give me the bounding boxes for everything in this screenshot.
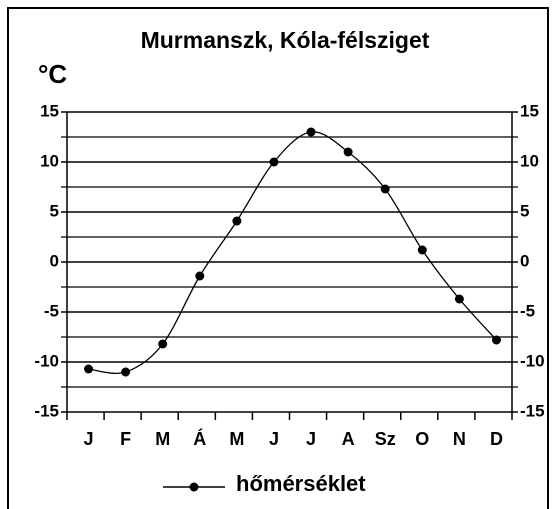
marker [417, 245, 427, 255]
legend-marker [189, 482, 199, 492]
x-tick-label: A [342, 429, 355, 449]
y2-tick-label: 0 [520, 251, 529, 270]
y2-tick-label: 15 [520, 101, 539, 120]
x-tick-label: J [84, 429, 94, 449]
y-tick-label: -10 [34, 351, 59, 370]
y-axis-label: °C [38, 59, 67, 89]
marker [158, 339, 168, 349]
legend-label: hőmérséklet [236, 471, 366, 496]
x-tick-label: F [120, 429, 131, 449]
marker [491, 335, 501, 345]
marker [232, 216, 242, 226]
frame [7, 7, 549, 509]
marker [306, 127, 316, 137]
y-tick-label: 10 [40, 151, 59, 170]
marker [269, 157, 279, 167]
y-tick-label: 15 [40, 101, 59, 120]
x-tick-label: D [490, 429, 503, 449]
y-tick-label: -15 [34, 401, 59, 420]
y2-tick-label: -15 [520, 401, 545, 420]
marker [343, 147, 353, 157]
x-tick-label: N [453, 429, 466, 449]
x-tick-label: Sz [375, 429, 396, 449]
marker [380, 184, 390, 194]
y2-tick-label: -5 [520, 301, 535, 320]
y-tick-label: 0 [50, 251, 59, 270]
marker [121, 367, 131, 377]
marker [195, 271, 205, 281]
marker [84, 364, 94, 374]
y-tick-label: -5 [44, 301, 59, 320]
x-tick-label: Á [193, 428, 206, 449]
marker [454, 294, 464, 304]
y2-tick-label: -10 [520, 351, 545, 370]
x-tick-label: J [269, 429, 279, 449]
y-tick-label: 5 [50, 201, 59, 220]
x-tick-label: J [306, 429, 316, 449]
x-tick-label: M [155, 429, 170, 449]
y2-tick-label: 5 [520, 201, 529, 220]
x-tick-label: O [415, 429, 429, 449]
x-tick-label: M [229, 429, 244, 449]
y2-tick-label: 10 [520, 151, 539, 170]
chart-title: Murmanszk, Kóla-félsziget [141, 27, 430, 53]
